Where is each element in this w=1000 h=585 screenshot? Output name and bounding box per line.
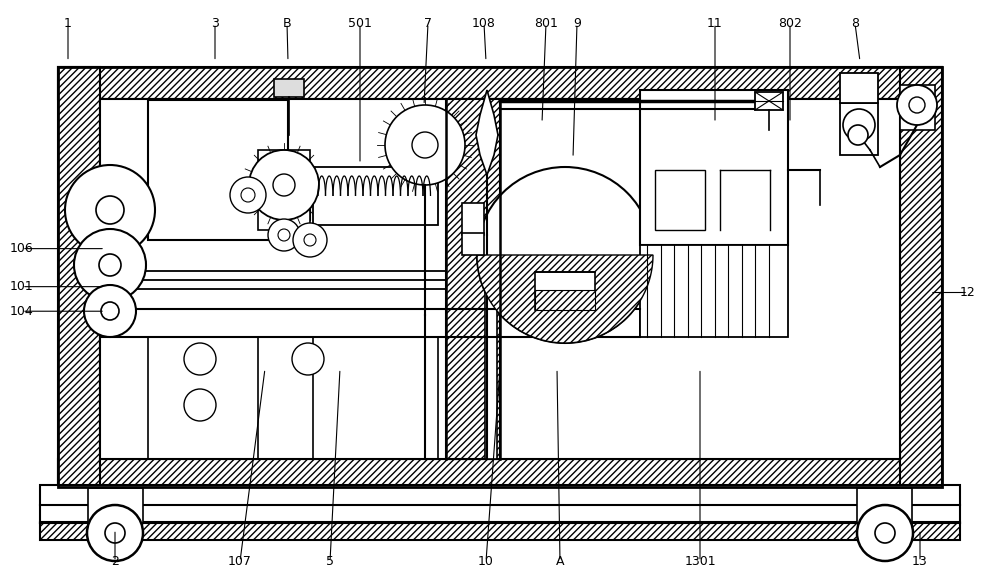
Text: 801: 801 [534, 17, 558, 30]
Text: A: A [556, 555, 564, 568]
Circle shape [230, 177, 266, 213]
Bar [58, 67, 942, 487]
Bar [462, 233, 484, 255]
Text: 101: 101 [10, 280, 34, 293]
Circle shape [96, 196, 124, 224]
Text: 3: 3 [211, 17, 219, 30]
Text: 7: 7 [424, 17, 432, 30]
Bar [58, 459, 942, 487]
Circle shape [184, 343, 216, 375]
Bar [485, 259, 497, 459]
Bar [258, 198, 310, 220]
Circle shape [99, 254, 121, 276]
Bar [40, 485, 960, 523]
Circle shape [278, 229, 290, 241]
Circle shape [293, 223, 327, 257]
Circle shape [477, 167, 653, 343]
Circle shape [857, 505, 913, 561]
Text: 1301: 1301 [684, 555, 716, 568]
Text: 9: 9 [573, 17, 581, 30]
Text: 8: 8 [851, 17, 859, 30]
Circle shape [65, 165, 155, 255]
Circle shape [268, 219, 300, 251]
Circle shape [875, 523, 895, 543]
Circle shape [843, 109, 875, 141]
Text: 11: 11 [707, 17, 723, 30]
Bar [900, 67, 942, 487]
Circle shape [101, 302, 119, 320]
Circle shape [84, 285, 136, 337]
Bar [88, 488, 143, 523]
Bar [755, 92, 783, 110]
Bar [258, 150, 310, 230]
Bar [535, 272, 595, 310]
Text: 108: 108 [472, 17, 496, 30]
Text: 104: 104 [10, 305, 34, 318]
Bar [100, 99, 900, 459]
Circle shape [74, 229, 146, 301]
Text: B: B [283, 17, 291, 30]
Text: 501: 501 [348, 17, 372, 30]
Text: 106: 106 [10, 242, 34, 255]
Bar [40, 522, 960, 540]
Bar [446, 99, 500, 459]
Circle shape [87, 505, 143, 561]
Circle shape [184, 389, 216, 421]
Text: 802: 802 [778, 17, 802, 30]
Bar [58, 67, 942, 99]
Bar [58, 67, 100, 487]
Text: 5: 5 [326, 555, 334, 568]
Circle shape [897, 85, 937, 125]
Text: 12: 12 [960, 286, 976, 299]
Circle shape [412, 132, 438, 158]
Circle shape [249, 150, 319, 220]
Circle shape [909, 97, 925, 113]
Bar [274, 79, 304, 97]
Circle shape [848, 125, 868, 145]
Circle shape [241, 188, 255, 202]
Bar [535, 290, 595, 310]
Bar [857, 488, 912, 523]
Bar [840, 103, 878, 155]
Bar [900, 85, 935, 130]
Bar [148, 100, 288, 240]
Text: 10: 10 [478, 555, 494, 568]
Circle shape [304, 234, 316, 246]
Text: 1: 1 [64, 17, 72, 30]
Bar [840, 73, 878, 103]
Polygon shape [477, 255, 653, 343]
Text: 2: 2 [111, 555, 119, 568]
Text: 107: 107 [228, 555, 252, 568]
Bar [313, 167, 438, 225]
Circle shape [385, 105, 465, 185]
Circle shape [273, 174, 295, 196]
Circle shape [105, 523, 125, 543]
Circle shape [292, 343, 324, 375]
Bar [640, 245, 788, 337]
Bar [462, 203, 484, 235]
Polygon shape [476, 90, 498, 175]
Bar [100, 309, 640, 337]
Bar [640, 90, 788, 245]
Text: 13: 13 [912, 555, 928, 568]
Bar [655, 170, 705, 230]
